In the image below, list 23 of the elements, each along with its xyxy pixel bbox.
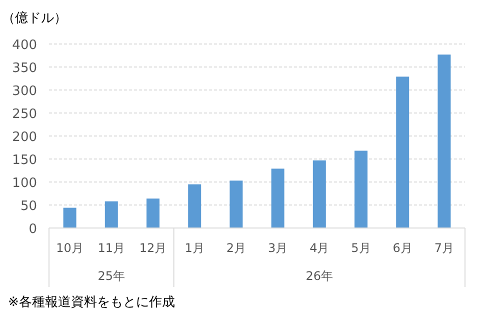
y-tick-label: 400	[12, 38, 37, 53]
x-tick-label: 1月	[184, 241, 204, 255]
x-tick-label: 5月	[351, 241, 371, 255]
y-tick-label: 250	[12, 107, 37, 122]
y-tick-label: 150	[12, 153, 37, 168]
y-tick-label: 50	[20, 199, 37, 214]
x-tick-label: 2月	[226, 241, 246, 255]
y-tick-label: 300	[12, 84, 37, 99]
y-tick-label: 350	[12, 61, 37, 76]
x-tick-label: 4月	[310, 241, 330, 255]
x-tick-label: 12月	[139, 241, 167, 255]
y-tick-label: 0	[28, 222, 37, 237]
x-tick-label: 11月	[98, 241, 126, 255]
text: 26年	[306, 269, 334, 283]
x-tick-label: 3月	[268, 241, 288, 255]
x-tick-label: 6月	[392, 241, 412, 255]
text: ※各種報道資料をもとに作成	[8, 295, 175, 310]
y-tick-label: 200	[12, 130, 37, 145]
y-axis-title: （億ドル）	[2, 11, 67, 26]
text: 25年	[98, 269, 126, 283]
x-tick-label: 7月	[434, 241, 454, 255]
x-tick-label: 10月	[56, 241, 84, 255]
y-tick-label: 100	[12, 176, 37, 191]
